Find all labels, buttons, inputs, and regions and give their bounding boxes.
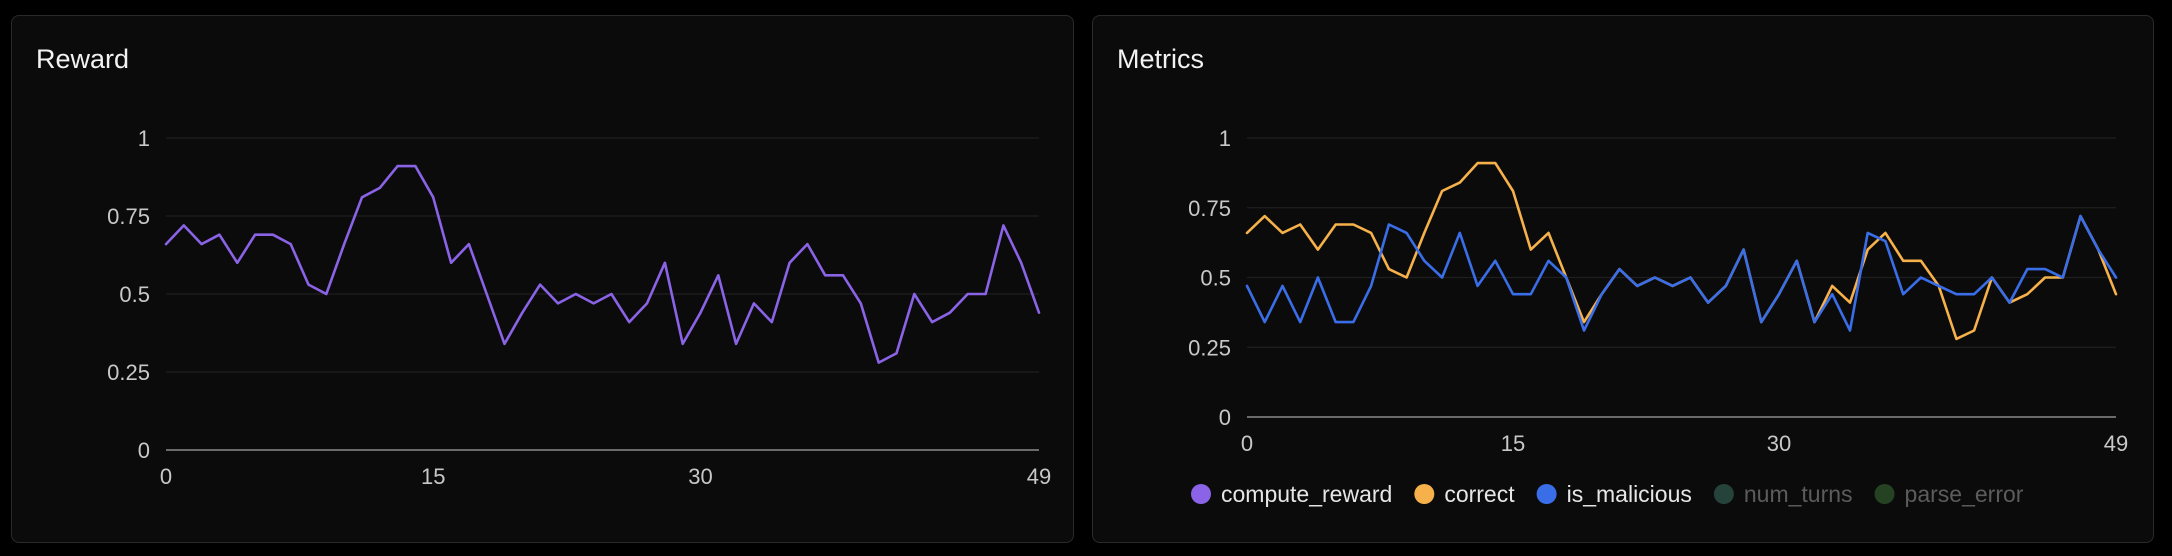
- y-tick-label: 0.5: [1200, 266, 1231, 291]
- series-line-series-0: [164, 164, 1041, 364]
- metrics-panel: Metrics 0 0.25 0.5 0.75 1 0 15 30 49 compute_rewa…: [1092, 15, 2154, 543]
- legend-item-parse_error[interactable]: parse_error: [1874, 481, 2024, 507]
- y-tick-label: 0.5: [119, 282, 150, 307]
- x-tick-label: 15: [421, 464, 445, 489]
- y-tick-label: 0.25: [107, 360, 150, 385]
- y-tick-label: 0.75: [1188, 196, 1231, 221]
- reward-panel-title: Reward: [36, 44, 130, 74]
- x-tick-label: 0: [1241, 431, 1253, 456]
- legend-label: correct: [1444, 481, 1515, 507]
- legend-label: compute_reward: [1221, 481, 1392, 507]
- legend-swatch: [1536, 484, 1557, 504]
- metrics-panel-title: Metrics: [1117, 44, 1204, 74]
- y-tick-label: 0.75: [107, 204, 150, 229]
- legend-item-compute_reward[interactable]: compute_reward: [1191, 481, 1392, 507]
- x-tick-label: 30: [1767, 431, 1791, 456]
- y-tick-label: 0: [1219, 405, 1231, 430]
- legend-swatch: [1874, 484, 1895, 504]
- legend-item-correct[interactable]: correct: [1414, 481, 1515, 507]
- y-tick-label: 0.25: [1188, 335, 1231, 360]
- legend-label: num_turns: [1744, 481, 1853, 507]
- x-tick-label: 15: [1501, 431, 1525, 456]
- y-tick-label: 1: [1219, 126, 1231, 151]
- y-tick-label: 0: [138, 438, 150, 463]
- legend-item-num_turns[interactable]: num_turns: [1713, 481, 1853, 507]
- y-tick-label: 1: [138, 126, 150, 151]
- legend-label: is_malicious: [1567, 481, 1692, 507]
- x-tick-label: 49: [1027, 464, 1051, 489]
- series-line-correct: [1245, 161, 2118, 341]
- reward-panel: Reward 0 0.25 0.5 0.75 1 0 15 30 49: [11, 15, 1074, 543]
- metrics-chart: 0 0.25 0.5 0.75 1 0 15 30 49 compute_reward correc…: [1188, 126, 2128, 507]
- reward-chart: 0 0.25 0.5 0.75 1 0 15 30 49: [107, 126, 1051, 489]
- legend-label: parse_error: [1905, 481, 2024, 507]
- legend-item-is_malicious[interactable]: is_malicious: [1536, 481, 1692, 507]
- series-line-is_malicious: [1245, 214, 2118, 332]
- x-tick-label: 49: [2104, 431, 2128, 456]
- legend-swatch: [1713, 484, 1734, 504]
- x-tick-label: 0: [160, 464, 172, 489]
- legend-swatch: [1191, 484, 1211, 504]
- legend-swatch: [1414, 484, 1435, 504]
- x-tick-label: 30: [688, 464, 712, 489]
